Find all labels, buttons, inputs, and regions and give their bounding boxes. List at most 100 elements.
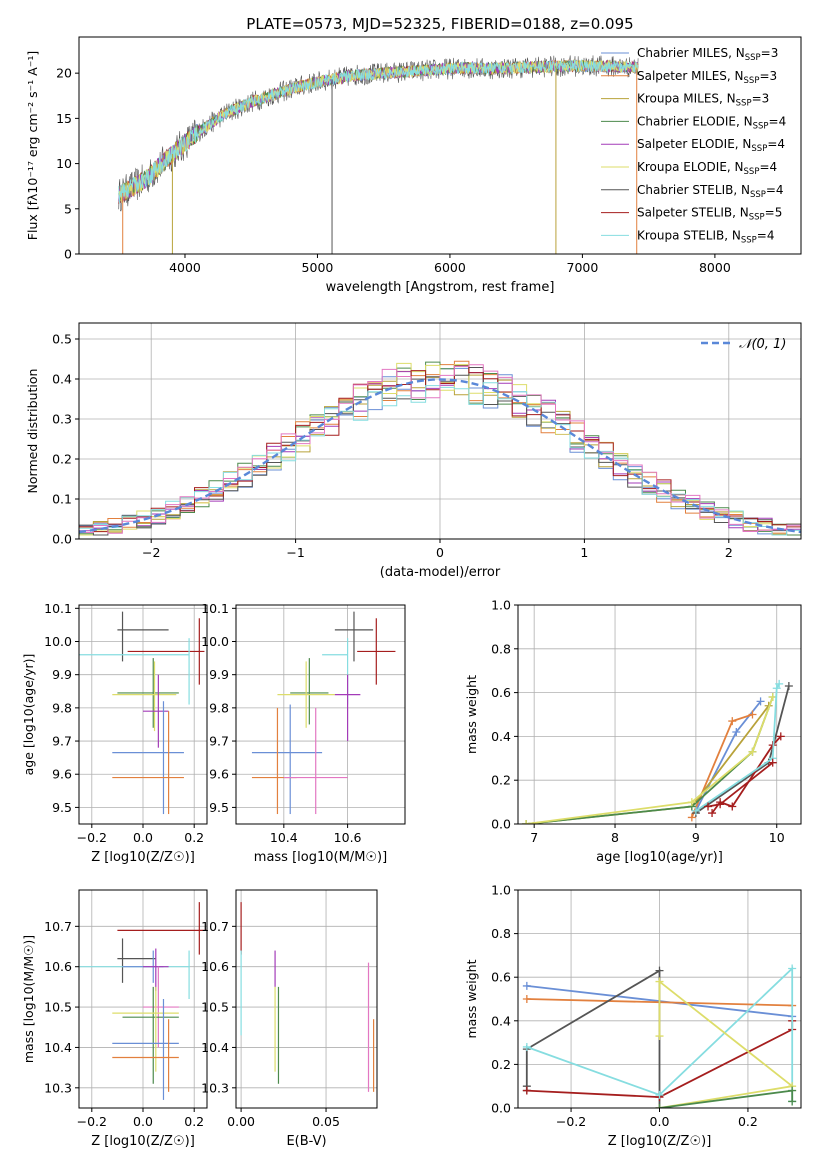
axes-layer: −0.2 0.0 0.2 9.5 9.6 9.7 9.8 9.9 10.0 10.1 Z [log1… [21,601,208,865]
y-tick-label: 9.6 [52,767,72,782]
y-axis-label: mass weight [464,675,479,754]
weight-marker [756,697,765,706]
y-tick-label: 10.0 [201,634,229,649]
errorbar-point [334,611,374,662]
x-axis-label: Z [log10(Z/Z☉)] [91,850,195,865]
y-tick-label: 9.9 [209,667,229,682]
axes-frame [78,36,802,255]
axes-layer: −0.2 0.0 0.2 10.3 10.4 10.5 10.6 10.7 Z [log10(Z… [21,889,208,1149]
axes-frame [235,604,406,825]
weight-series [655,977,797,1108]
x-tick-label: −0.2 [77,1114,107,1129]
y-tick-label: 0.2 [52,452,72,467]
x-tick-label: 0.0 [650,1114,670,1129]
x-axis-label: mass [log10(M/M☉)] [254,850,387,865]
x-tick-label: 0.2 [184,830,204,845]
x-axis-label: Z [log10(Z/Z☉)] [91,1134,195,1149]
x-tick-label: 0.2 [184,1114,204,1129]
errorbar-point [290,658,329,725]
x-tick-label: 0.2 [738,1114,758,1129]
y-tick-label: 0.6 [491,970,511,985]
panel-age-vs-mass: 10.4 10.6 9.5 9.6 9.7 9.8 9.9 10.0 10.1 mass [log… [201,601,406,865]
y-axis-label: mass weight [464,959,479,1038]
y-tick-label: 10.1 [201,601,229,616]
y-tick-label: 10 [56,156,72,171]
panel-mass-weight-vs-Z: −0.2 0.0 0.2 0.0 0.2 0.4 0.6 0.8 1.0 Z [log10(Z/Z… [464,883,802,1149]
errorbar-point [79,950,190,999]
x-tick-label: 10 [769,830,785,845]
y-tick-label: 9.5 [52,800,72,815]
weight-series [522,692,777,824]
panel-mass-vs-Z: −0.2 0.0 0.2 10.3 10.4 10.5 10.6 10.7 Z [log10(Z… [21,889,208,1149]
x-tick-label: 10.4 [270,830,298,845]
data-layer [79,360,801,536]
y-tick-label: 10.4 [44,1040,72,1055]
weight-line [658,979,795,1108]
weight-series [708,732,785,818]
legend-label: Salpeter MILES, NSSP=3 [637,69,777,86]
y-tick-label: 10.5 [44,1000,72,1015]
y-tick-label: 15 [56,111,72,126]
errorbar-point [251,704,323,815]
weight-marker [772,684,781,693]
data-layer [240,902,375,1092]
y-tick-label: 0.1 [52,492,72,507]
y-tick-label: 0.4 [52,372,72,387]
weight-marker [655,966,664,975]
x-tick-label: −1 [286,545,304,560]
weight-marker [655,1032,664,1041]
weight-marker [732,728,741,737]
y-tick-label: 0.0 [491,1101,511,1116]
panel-mass-weight-vs-age: 7 8 9 10 0.0 0.2 0.4 0.6 0.8 1.0 age [log10(age/yr… [464,598,802,865]
y-tick-label: 0.0 [52,532,72,547]
axes-layer: 4000 5000 6000 7000 8000 0 5 10 15 20 wavelength [… [25,36,802,295]
data-layer [251,611,396,815]
weight-marker [768,758,777,767]
weight-marker [728,802,737,811]
x-tick-label: 8000 [699,260,731,275]
normal-curve [79,378,801,534]
legend-label: 𝒩(0, 1) [739,337,786,352]
weight-marker [704,802,713,811]
y-tick-label: 0.6 [491,685,511,700]
x-tick-label: 7 [530,830,538,845]
x-axis-label: age [log10(age/yr)] [596,850,723,865]
x-tick-label: 0.00 [227,1114,255,1129]
legend-label: Kroupa ELODIE, NSSP=4 [637,160,777,177]
errorbar-point [117,902,207,955]
legend-label: Salpeter ELODIE, NSSP=4 [637,137,785,154]
errorbar-point [112,711,184,815]
legend-label: Chabrier MILES, NSSP=3 [637,46,778,63]
weight-marker [775,679,784,688]
y-tick-label: 0.5 [52,332,72,347]
y-tick-label: 10.0 [44,634,72,649]
y-tick-label: 0.3 [52,412,72,427]
y-tick-label: 1.0 [491,883,511,898]
weight-marker [728,717,737,726]
axes-frame [517,604,802,825]
y-tick-label: 0.4 [491,1013,511,1028]
errorbar-point [277,661,335,728]
weight-marker [776,732,785,741]
x-axis-label: E(B-V) [286,1134,326,1149]
x-tick-label: 2 [725,545,733,560]
spectrum-kroupa-stelib [118,59,639,204]
legend-label: Chabrier STELIB, NSSP=4 [637,183,784,200]
x-tick-label: 5000 [302,260,334,275]
errorbar-point [122,986,179,1084]
y-tick-label: 10.6 [201,959,229,974]
errorbar-point [143,948,169,991]
weight-line [659,1089,794,1108]
errorbar-point [112,701,184,815]
panel-age-vs-Z: −0.2 0.0 0.2 9.5 9.6 9.7 9.8 9.9 10.0 10.1 Z [log1… [21,601,208,865]
y-tick-label: 0.2 [491,773,511,788]
x-tick-label: 0.05 [312,1114,340,1129]
y-tick-label: 9.6 [209,767,229,782]
errorbar-point [143,674,169,748]
x-tick-label: 4000 [169,260,201,275]
y-tick-label: 10.3 [44,1080,72,1095]
x-tick-label: 9 [692,830,700,845]
y-tick-label: 0.4 [491,729,511,744]
y-tick-label: 10.7 [201,919,229,934]
